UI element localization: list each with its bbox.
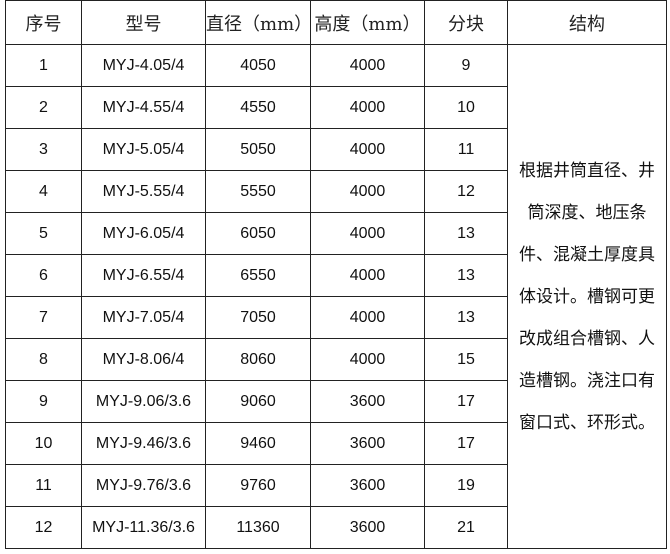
cell-height: 4000 xyxy=(310,128,425,171)
cell-model: MYJ-9.46/3.6 xyxy=(81,422,206,465)
cell-height: 4000 xyxy=(310,86,425,129)
table-row: 3 MYJ-5.05/4 5050 4000 11 xyxy=(5,128,667,171)
cell-segments: 9 xyxy=(424,44,508,87)
structure-note-cell: 根据井筒直径、井筒深度、地压条件、混凝土厚度具体设计。槽钢可更改成组合槽钢、人造… xyxy=(507,44,667,549)
header-structure: 结构 xyxy=(507,0,667,45)
header-row: 序号 型号 直径（mm） 高度（mm） 分块 结构 xyxy=(5,0,667,45)
cell-diameter: 6550 xyxy=(205,254,311,297)
cell-index: 1 xyxy=(5,44,82,87)
cell-index: 2 xyxy=(5,86,82,129)
table-row: 2 MYJ-4.55/4 4550 4000 10 xyxy=(5,86,667,129)
cell-height: 3600 xyxy=(310,464,425,507)
table-row: 10 MYJ-9.46/3.6 9460 3600 17 xyxy=(5,422,667,465)
cell-segments: 17 xyxy=(424,380,508,423)
header-height: 高度（mm） xyxy=(310,0,425,45)
cell-diameter: 6050 xyxy=(205,212,311,255)
cell-height: 4000 xyxy=(310,254,425,297)
cell-model: MYJ-9.06/3.6 xyxy=(81,380,206,423)
cell-height: 4000 xyxy=(310,170,425,213)
table-row: 11 MYJ-9.76/3.6 9760 3600 19 xyxy=(5,464,667,507)
cell-index: 9 xyxy=(5,380,82,423)
cell-diameter: 9460 xyxy=(205,422,311,465)
cell-index: 10 xyxy=(5,422,82,465)
table-row: 12 MYJ-11.36/3.6 11360 3600 21 xyxy=(5,506,667,549)
cell-diameter: 11360 xyxy=(205,506,311,549)
cell-model: MYJ-6.55/4 xyxy=(81,254,206,297)
cell-index: 7 xyxy=(5,296,82,339)
cell-height: 3600 xyxy=(310,380,425,423)
spec-table: 序号 型号 直径（mm） 高度（mm） 分块 结构 1 MYJ-4.05/4 405… xyxy=(5,0,667,549)
cell-index: 3 xyxy=(5,128,82,171)
table-row: 7 MYJ-7.05/4 7050 4000 13 xyxy=(5,296,667,339)
cell-segments: 13 xyxy=(424,254,508,297)
cell-model: MYJ-8.06/4 xyxy=(81,338,206,381)
cell-diameter: 9760 xyxy=(205,464,311,507)
cell-segments: 13 xyxy=(424,212,508,255)
cell-diameter: 4550 xyxy=(205,86,311,129)
cell-index: 11 xyxy=(5,464,82,507)
cell-segments: 10 xyxy=(424,86,508,129)
header-segments: 分块 xyxy=(424,0,508,45)
cell-segments: 13 xyxy=(424,296,508,339)
cell-index: 4 xyxy=(5,170,82,213)
cell-model: MYJ-7.05/4 xyxy=(81,296,206,339)
cell-height: 4000 xyxy=(310,338,425,381)
cell-diameter: 5550 xyxy=(205,170,311,213)
cell-diameter: 7050 xyxy=(205,296,311,339)
cell-diameter: 8060 xyxy=(205,338,311,381)
cell-model: MYJ-6.05/4 xyxy=(81,212,206,255)
header-index: 序号 xyxy=(5,0,82,45)
cell-height: 3600 xyxy=(310,422,425,465)
cell-diameter: 9060 xyxy=(205,380,311,423)
cell-model: MYJ-9.76/3.6 xyxy=(81,464,206,507)
cell-height: 4000 xyxy=(310,296,425,339)
cell-segments: 21 xyxy=(424,506,508,549)
cell-index: 8 xyxy=(5,338,82,381)
cell-segments: 15 xyxy=(424,338,508,381)
cell-model: MYJ-4.05/4 xyxy=(81,44,206,87)
cell-index: 5 xyxy=(5,212,82,255)
cell-height: 4000 xyxy=(310,212,425,255)
header-model: 型号 xyxy=(81,0,206,45)
cell-segments: 17 xyxy=(424,422,508,465)
cell-diameter: 5050 xyxy=(205,128,311,171)
cell-segments: 19 xyxy=(424,464,508,507)
cell-index: 12 xyxy=(5,506,82,549)
cell-model: MYJ-5.55/4 xyxy=(81,170,206,213)
cell-segments: 12 xyxy=(424,170,508,213)
cell-model: MYJ-4.55/4 xyxy=(81,86,206,129)
table-row: 5 MYJ-6.05/4 6050 4000 13 xyxy=(5,212,667,255)
cell-diameter: 4050 xyxy=(205,44,311,87)
table-row: 1 MYJ-4.05/4 4050 4000 9 根据井筒直径、井筒深度、地压条件、混凝土… xyxy=(5,44,667,549)
table-row: 6 MYJ-6.55/4 6550 4000 13 xyxy=(5,254,667,297)
structure-note: 根据井筒直径、井筒深度、地压条件、混凝土厚度具体设计。槽钢可更改成组合槽钢、人造… xyxy=(519,160,655,433)
table-row: 9 MYJ-9.06/3.6 9060 3600 17 xyxy=(5,380,667,423)
header-diameter: 直径（mm） xyxy=(205,0,312,45)
cell-segments: 11 xyxy=(424,128,508,171)
table-row: 4 MYJ-5.55/4 5550 4000 12 xyxy=(5,170,667,213)
cell-height: 3600 xyxy=(310,506,425,549)
cell-height: 4000 xyxy=(310,44,425,87)
cell-model: MYJ-11.36/3.6 xyxy=(81,506,206,549)
cell-model: MYJ-5.05/4 xyxy=(81,128,206,171)
cell-index: 6 xyxy=(5,254,82,297)
